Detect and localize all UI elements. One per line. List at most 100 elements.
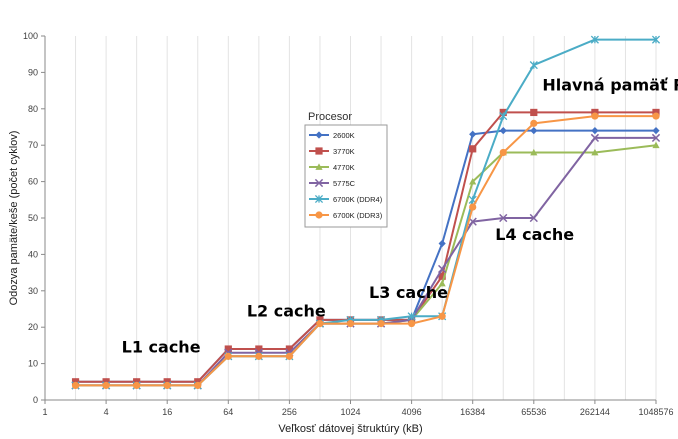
x-axis-title: Veľkosť dátovej štruktúry (kB) (278, 423, 422, 435)
data-point (346, 319, 355, 328)
data-point (499, 148, 507, 157)
legend-item: 2600K (309, 131, 355, 140)
x-tick-labels: 1 4 16 64 256 1024 4096 16384 65536 262144 1048576 (42, 407, 673, 417)
data-point (71, 378, 80, 386)
data-point (590, 35, 599, 44)
legend-marker (315, 211, 323, 219)
x-tick-label: 262144 (580, 407, 610, 417)
x-tick-label: 65536 (521, 407, 546, 417)
data-point (499, 112, 508, 121)
legend-box (304, 124, 388, 228)
x-tick-label: 1048576 (638, 407, 673, 417)
x-tick-label: 16384 (460, 407, 485, 417)
y-tick-label: 0 (33, 395, 38, 405)
data-point (255, 352, 263, 360)
data-point (194, 378, 202, 386)
data-point (438, 239, 446, 248)
legend-marker (315, 147, 323, 155)
data-point (529, 61, 538, 70)
y-tick-label: 70 (28, 140, 38, 150)
data-point (530, 108, 538, 117)
data-point (163, 378, 171, 386)
data-point (591, 148, 599, 156)
legend-label: 3770K (333, 147, 355, 156)
legend-label: 4770K (333, 163, 355, 172)
y-tick-label: 40 (28, 249, 38, 259)
data-point (377, 319, 385, 328)
y-tick-label: 90 (28, 67, 38, 77)
data-point (102, 378, 110, 386)
data-point (102, 381, 110, 390)
data-point (591, 127, 599, 135)
data-point (438, 312, 446, 320)
legend-label: 6700K (DDR4) (333, 195, 383, 204)
data-point (651, 35, 661, 44)
data-point (469, 130, 477, 138)
x-tick-label: 64 (223, 407, 233, 417)
data-point (530, 148, 538, 156)
y-tick-label: 50 (28, 213, 38, 223)
data-point (529, 213, 538, 223)
data-point (651, 133, 661, 143)
y-tick-label: 60 (28, 177, 38, 187)
y-tick-label: 10 (28, 359, 38, 369)
y-tick-label: 30 (28, 286, 38, 296)
legend-item: 6700K (DDR3) (309, 211, 383, 220)
data-point (316, 319, 324, 328)
data-point (652, 141, 660, 149)
data-point (285, 345, 293, 353)
data-point (71, 381, 80, 390)
legend-title: Procesor (308, 111, 352, 123)
series-6700k-ddr3- (71, 112, 660, 390)
data-point (469, 203, 477, 211)
data-point (255, 345, 263, 353)
data-point (530, 127, 538, 135)
data-point (590, 133, 600, 143)
series-group (71, 35, 661, 390)
data-point (438, 279, 446, 287)
x-tick-label: 1 (42, 407, 47, 417)
series-line (75, 111, 656, 383)
data-point (591, 112, 599, 120)
series-line (75, 115, 656, 387)
axes (41, 35, 657, 404)
legend-label: 6700K (DDR3) (333, 211, 383, 220)
legend-item: 4770K (309, 163, 355, 172)
data-point (407, 312, 416, 321)
legend-item: 6700K (DDR4) (309, 194, 383, 204)
annotation-label: L2 cache (247, 301, 326, 320)
x-tick-label: 1024 (340, 407, 360, 417)
x-tick-label: 4 (104, 407, 109, 417)
data-point (652, 127, 660, 135)
legend-marker (315, 163, 323, 170)
y-tick-label: 20 (28, 322, 38, 332)
data-point (591, 108, 599, 117)
data-point (469, 145, 477, 153)
x-tick-label: 4096 (402, 407, 422, 417)
data-point (224, 345, 232, 353)
annotation-label: Hlavná pamäť RAM (542, 76, 678, 95)
y-tick-labels: 0 10 20 30 40 50 60 70 80 90 100 (23, 31, 38, 405)
y-axis-title: Odozva pamäte/keše (počet cyklov) (8, 131, 20, 306)
data-point (163, 381, 171, 390)
legend-item: 5775C (309, 178, 356, 188)
data-point (652, 108, 660, 117)
data-point (285, 352, 293, 360)
data-point (499, 127, 507, 135)
data-point (316, 316, 324, 324)
data-point (530, 119, 538, 127)
data-point (652, 112, 660, 120)
data-point (224, 352, 232, 360)
x-tick-label: 16 (162, 407, 172, 417)
x-tick-label: 256 (282, 407, 297, 417)
legend-marker (314, 178, 324, 188)
data-point (194, 381, 202, 390)
y-tick-label: 80 (28, 104, 38, 114)
data-point (438, 272, 446, 280)
legend: Procesor 2600K 3770K 4770K 5775C 6700K (DDR4)… (304, 111, 388, 228)
legend-item: 3770K (309, 147, 355, 156)
data-point (133, 378, 141, 386)
annotation-label: L1 cache (122, 338, 201, 357)
legend-marker (314, 194, 324, 204)
